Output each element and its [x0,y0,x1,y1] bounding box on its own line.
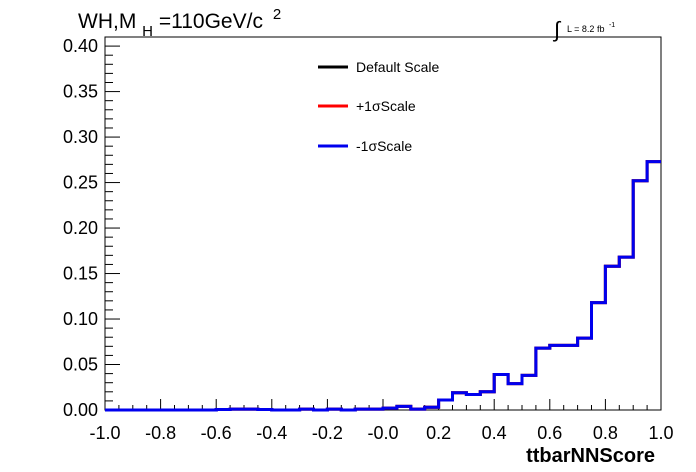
y-tick-label: 0.10 [63,309,98,329]
legend-label-plus1sigma: +1σScale [356,98,416,114]
x-tick-label: -0.6 [201,423,232,443]
title-rest: =110GeV/c [159,10,263,33]
series-layer [105,160,661,412]
y-tick-label: 0.25 [63,173,98,193]
series-line-1 [105,160,661,412]
legend-label-default: Default Scale [356,59,439,75]
lumi-label: L = 8.2 fb -1 [567,22,615,34]
y-tick-label: 0.20 [63,218,98,238]
y-tick-label: 0.05 [63,355,98,375]
series-line-0 [105,160,661,412]
lumi-text: L = 8.2 fb [567,24,604,34]
x-tick-label: 0.2 [426,423,451,443]
x-axis-title: ttbarNNScore [526,445,655,467]
x-tick-label: 0.6 [537,423,562,443]
x-tick-label: 0.8 [593,423,618,443]
y-axis: 0.00 0.05 0.10 0.15 0.20 0.25 0.30 0.35 0.40 [63,36,120,420]
y-tick-label: 0.35 [63,82,98,102]
x-tick-label: -0.4 [256,423,287,443]
series-line-2 [105,160,661,412]
title-superscript: 2 [273,6,281,23]
x-tick-label: 0.4 [482,423,507,443]
x-tick-label: -0.0 [367,423,398,443]
y-tick-label: 0.15 [63,264,98,284]
x-tick-label: -0.2 [312,423,343,443]
x-tick-label: 1.0 [648,423,673,443]
y-tick-label: 0.00 [63,400,98,420]
x-tick-label: -1.0 [89,423,120,443]
legend: Default Scale +1σScale -1σScale [318,59,439,154]
lumi-integral-symbol: ∫ [552,17,562,42]
x-axis: -1.0 -0.8 -0.6 -0.4 -0.2 -0.0 0.2 0.4 0.6 0.8 1.0 [89,399,674,443]
x-tick-label: -0.8 [145,423,176,443]
plot-frame [104,36,662,411]
chart-title: WH,M H =110GeV/c 2 [78,6,281,41]
y-tick-label: 0.30 [63,127,98,147]
y-tick-label: 0.40 [63,36,98,56]
title-main: WH,M [78,10,136,33]
title-subscript: H [142,23,153,40]
lumi-superscript: -1 [609,22,615,29]
legend-label-minus1sigma: -1σScale [356,138,412,154]
